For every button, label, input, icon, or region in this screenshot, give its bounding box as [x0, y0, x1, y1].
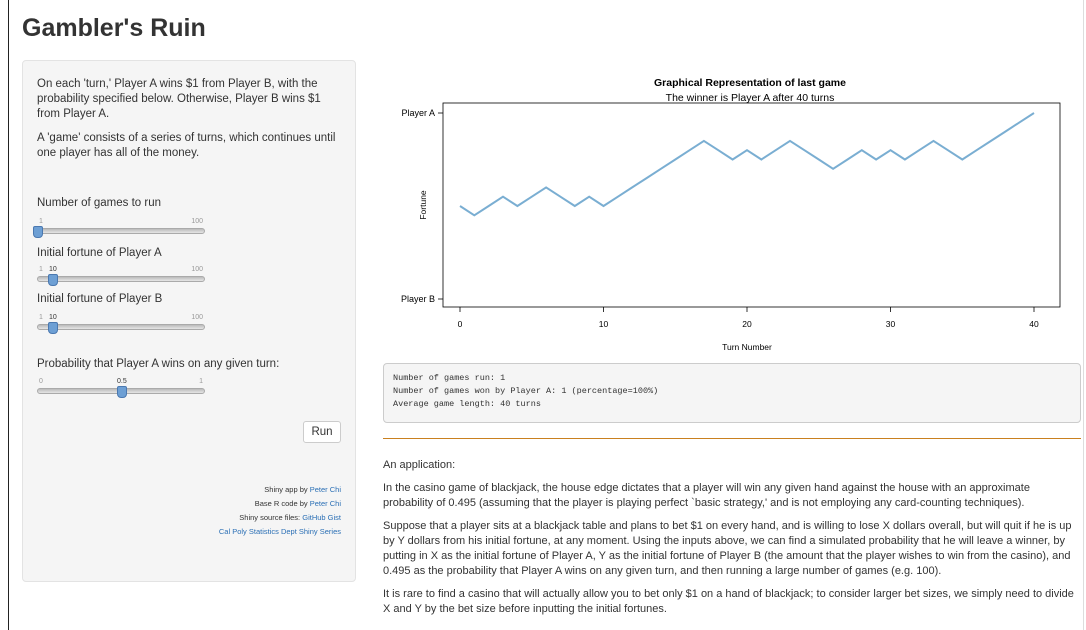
y-tick-label: Player B [401, 294, 435, 304]
slider-track[interactable] [37, 324, 205, 330]
credit-series: Cal Poly Statistics Dept Shiny Series [219, 525, 341, 539]
slider-value: 10 [49, 314, 57, 321]
slider-min: 0 [39, 378, 43, 385]
description-game: A 'game' consists of a series of turns, … [37, 132, 336, 159]
probability-slider[interactable]: 0 0.5 1 [37, 378, 205, 400]
y-axis: Player A Player B [401, 108, 443, 304]
slider-value: 10 [49, 266, 57, 273]
page-title: Gambler's Ruin [22, 14, 206, 42]
fortune-series-line [459, 112, 1035, 217]
application-paragraph-1: In the casino game of blackjack, the hou… [383, 482, 1030, 509]
credit-prefix: Shiny source files: [239, 513, 303, 522]
fortune-a-slider[interactable]: 1 10 100 [37, 266, 205, 288]
x-tick-label: 40 [1029, 319, 1039, 329]
games-slider[interactable]: 1 100 [33, 218, 205, 240]
slider-handle[interactable] [33, 226, 43, 238]
author-link[interactable]: Peter Chi [309, 485, 341, 494]
probability-slider-label: Probability that Player A wins on any gi… [37, 358, 280, 370]
fortune-b-slider[interactable]: 1 10 100 [37, 314, 205, 336]
x-tick-label: 30 [886, 319, 896, 329]
application-paragraph-2: Suppose that a player sits at a blackjac… [383, 520, 1072, 577]
author-link[interactable]: Peter Chi [309, 499, 341, 508]
slider-track[interactable] [37, 228, 205, 234]
credit-source: Shiny source files: GitHub Gist [219, 511, 341, 525]
application-section: An application: In the casino game of bl… [383, 458, 1083, 625]
slider-max: 100 [191, 218, 203, 225]
slider-min: 1 [39, 218, 43, 225]
y-tick-label: Player A [401, 108, 435, 118]
fortune-a-slider-label: Initial fortune of Player A [37, 247, 162, 259]
github-gist-link[interactable]: GitHub Gist [302, 513, 341, 522]
shiny-series-link[interactable]: Cal Poly Statistics Dept Shiny Series [218, 527, 341, 536]
slider-min: 1 [39, 314, 43, 321]
slider-max: 1 [199, 378, 203, 385]
credits: Shiny app by Peter Chi Base R code by Pe… [219, 483, 341, 539]
x-tick-label: 0 [458, 319, 463, 329]
slider-max: 100 [191, 266, 203, 273]
plot-frame [442, 102, 1061, 308]
slider-min: 1 [39, 266, 43, 273]
slider-track[interactable] [37, 276, 205, 282]
games-run-line: Number of games run: 1 [393, 373, 506, 383]
application-paragraph-3: It is rare to find a casino that will ac… [383, 588, 1074, 615]
description-turn: On each 'turn,' Player A wins $1 from Pl… [37, 78, 321, 120]
x-tick-label: 10 [599, 319, 609, 329]
games-won-line: Number of games won by Player A: 1 (perc… [393, 386, 659, 396]
results-output: Number of games run: 1 Number of games w… [383, 363, 1081, 423]
credit-app-author: Shiny app by Peter Chi [219, 483, 341, 497]
fortune-b-slider-label: Initial fortune of Player B [37, 293, 163, 305]
application-heading: An application: [383, 459, 456, 471]
chart-subtitle: The winner is Player A after 40 turns [666, 92, 835, 104]
slider-handle[interactable] [48, 322, 58, 334]
sidebar-panel: On each 'turn,' Player A wins $1 from Pl… [22, 60, 356, 582]
slider-handle[interactable] [48, 274, 58, 286]
slider-value: 0.5 [117, 378, 127, 385]
credit-prefix: Shiny app by [264, 485, 310, 494]
page-left-border [8, 0, 9, 630]
y-axis-label: Fortune [418, 190, 428, 220]
chart-title: Graphical Representation of last game [654, 77, 846, 89]
page-right-border [1083, 0, 1084, 630]
average-length-line: Average game length: 40 turns [393, 399, 541, 409]
credit-code-author: Base R code by Peter Chi [219, 497, 341, 511]
game-plot: Graphical Representation of last game Th… [401, 77, 1061, 352]
x-tick-label: 20 [742, 319, 752, 329]
games-slider-label: Number of games to run [37, 197, 162, 209]
run-button[interactable]: Run [303, 421, 341, 443]
slider-handle[interactable] [117, 386, 127, 398]
section-divider [383, 438, 1081, 439]
slider-max: 100 [191, 314, 203, 321]
x-axis: 0 10 20 30 40 [458, 307, 1039, 329]
x-axis-label: Turn Number [722, 342, 772, 352]
credit-prefix: Base R code by [254, 499, 310, 508]
